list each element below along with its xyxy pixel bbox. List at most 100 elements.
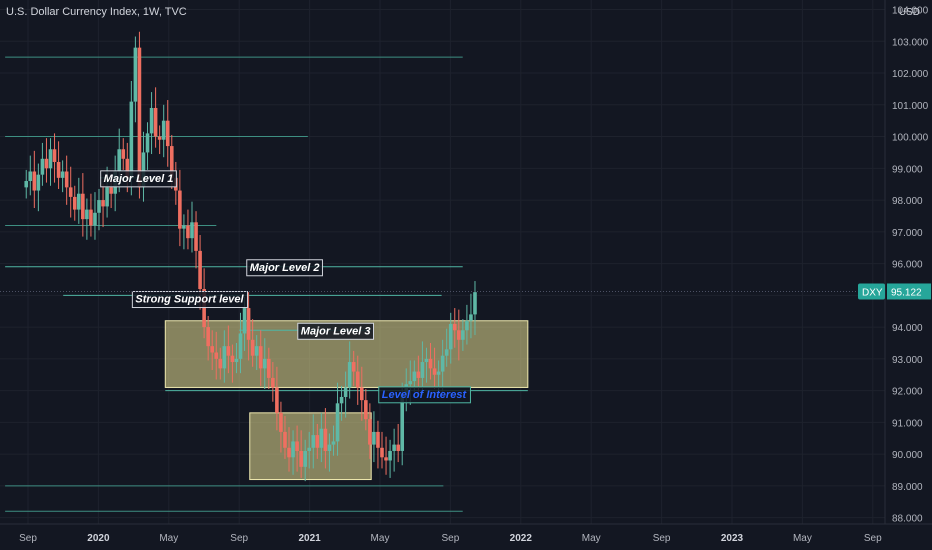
- candle-body: [161, 120, 166, 140]
- candle-body: [384, 457, 388, 461]
- candle-body: [182, 225, 186, 229]
- candle-body: [101, 200, 105, 207]
- candle-body: [145, 133, 150, 153]
- candle-body: [473, 292, 477, 315]
- candle-body: [303, 450, 307, 467]
- candle-body: [267, 358, 271, 378]
- candle-body: [335, 403, 340, 442]
- y-tick-label: 98.000: [892, 196, 923, 207]
- level-label: Level of Interest: [382, 389, 468, 401]
- candle-body: [461, 330, 465, 340]
- candle-body: [157, 136, 162, 140]
- candle-body: [291, 441, 295, 458]
- x-tick-label: 2020: [87, 533, 110, 544]
- candle-body: [424, 358, 429, 363]
- candle-body: [40, 158, 45, 175]
- candle-body: [412, 371, 417, 382]
- candle-body: [32, 171, 37, 191]
- level-label: Major Level 2: [250, 262, 320, 274]
- candle-body: [117, 149, 122, 172]
- candle-body: [48, 149, 53, 169]
- candle-body: [246, 308, 251, 340]
- candle-body: [347, 362, 352, 388]
- candle-body: [299, 450, 303, 467]
- demand-zone: [249, 412, 372, 481]
- x-tick-label: 2022: [510, 533, 533, 544]
- candle-body: [392, 444, 396, 451]
- candle-body: [36, 174, 41, 191]
- x-tick-label: May: [371, 533, 390, 544]
- candle-body: [153, 107, 158, 137]
- candle-body: [72, 196, 77, 210]
- symbol-label: DXY: [862, 287, 883, 298]
- candle-body: [452, 323, 457, 331]
- x-tick-label: 2023: [721, 533, 744, 544]
- candle-body: [85, 209, 89, 220]
- candle-body: [109, 187, 113, 194]
- candle-body: [331, 441, 336, 445]
- y-tick-label: 97.000: [892, 228, 923, 239]
- y-tick-label: 103.000: [892, 37, 929, 48]
- candle-body: [287, 447, 291, 458]
- label-box: [297, 322, 375, 340]
- candle-body: [323, 428, 328, 451]
- candle-body: [307, 447, 312, 451]
- candle-body: [380, 447, 384, 458]
- y-tick-label: 88.000: [892, 514, 923, 525]
- candle-body: [315, 435, 320, 448]
- level-label: Strong Support level: [135, 294, 244, 306]
- candle-body: [250, 339, 255, 356]
- candle-body: [355, 371, 360, 388]
- x-tick-label: 2021: [298, 533, 321, 544]
- y-tick-label: 104.000: [892, 6, 929, 17]
- candle-body: [388, 450, 392, 461]
- candle-body: [186, 225, 190, 239]
- candle-body: [408, 381, 413, 385]
- y-tick-label: 99.000: [892, 164, 923, 175]
- candle-body: [254, 346, 259, 356]
- candle-body: [141, 152, 146, 188]
- y-tick-label: 93.000: [892, 355, 923, 366]
- candles: [24, 31, 477, 482]
- candle-body: [76, 193, 81, 210]
- price-axis: 88.000 89.000 90.000 91.000 92.000 93.000 94.0…: [884, 0, 929, 525]
- candle-body: [89, 209, 93, 226]
- candle-body: [105, 187, 109, 207]
- y-tick-label: 94.000: [892, 323, 923, 334]
- candle-body: [271, 377, 275, 388]
- candle-body: [230, 355, 235, 363]
- candle-body: [169, 146, 174, 178]
- y-tick-label: 102.000: [892, 69, 929, 80]
- candle-body: [198, 250, 202, 289]
- label-box: [100, 170, 177, 188]
- price-tag: [887, 283, 931, 300]
- candle-body: [93, 212, 97, 226]
- candle-body: [218, 358, 223, 369]
- candle-body: [194, 222, 198, 251]
- candle-body: [275, 387, 279, 413]
- candle-body: [234, 358, 239, 363]
- level-label: Major Level 1: [104, 173, 174, 185]
- candle-body: [129, 101, 134, 178]
- level-label: Major Level 3: [301, 325, 371, 337]
- candle-body: [137, 47, 142, 188]
- candle-body: [339, 396, 344, 404]
- candle-body: [262, 358, 267, 369]
- y-tick-label: 100.000: [892, 133, 929, 144]
- x-tick-label: Sep: [653, 533, 671, 544]
- candle-body: [97, 200, 101, 213]
- grid-lines: [0, 0, 885, 524]
- candle-body: [202, 288, 206, 328]
- candle-body: [242, 308, 247, 334]
- candle-body: [295, 441, 299, 451]
- y-tick-label: 91.000: [892, 418, 923, 429]
- candle-body: [28, 171, 33, 182]
- candle-body: [125, 158, 130, 178]
- chart-title: U.S. Dollar Currency Index, 1W, TVC: [6, 6, 187, 18]
- x-tick-label: Sep: [864, 533, 882, 544]
- candle-body: [258, 346, 263, 369]
- candle-body: [190, 222, 194, 239]
- x-tick-label: Sep: [19, 533, 37, 544]
- candle-body: [444, 349, 449, 356]
